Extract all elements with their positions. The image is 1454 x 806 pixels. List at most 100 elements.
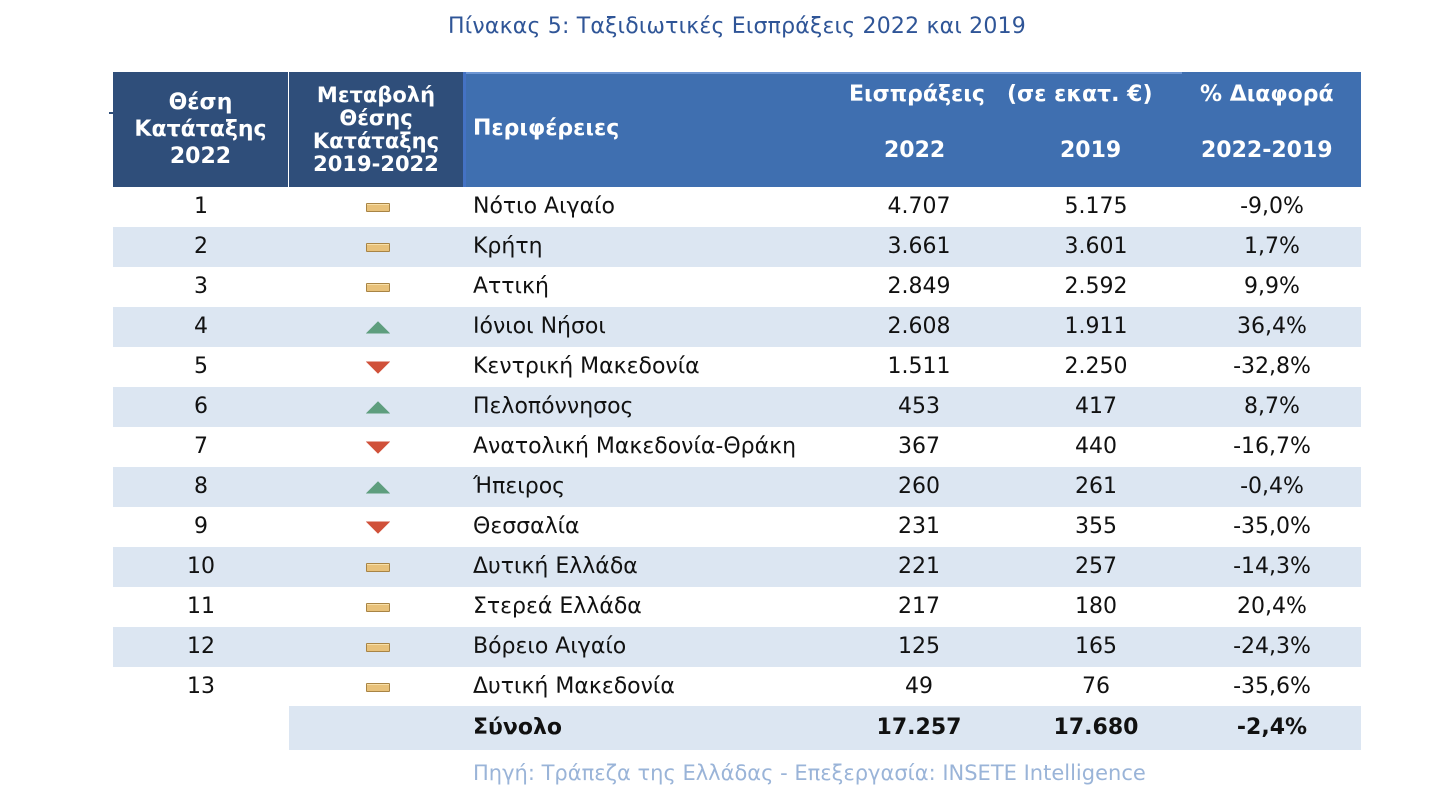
table-row: 7 Ανατολική Μακεδονία-Θράκη 367 440 -16,7%	[113, 427, 1361, 467]
diff-cell: -9,0%	[1240, 194, 1304, 219]
table-row: 4 Ιόνιοι Νήσοι 2.608 1.911 36,4%	[113, 307, 1361, 347]
triangle-down-icon	[365, 361, 390, 374]
rank-change-cell	[289, 187, 466, 227]
value-2022-cell: 2.849	[887, 274, 951, 299]
diff-cell: -14,3%	[1233, 554, 1311, 579]
table-row: 12 Βόρειο Αιγαίο 125 165 -24,3%	[113, 627, 1361, 667]
value-2022-cell: 1.511	[887, 354, 951, 379]
rank-cell: 10	[187, 554, 215, 579]
rank-change-cell	[289, 267, 466, 307]
value-2022-cell: 217	[898, 594, 940, 619]
header-top-border	[466, 72, 1182, 74]
rank-change-cell	[289, 587, 466, 627]
rank-change-cell	[289, 627, 466, 667]
rank-change-cell	[289, 347, 466, 387]
diff-cell: 20,4%	[1237, 594, 1307, 619]
region-cell: Αττική	[473, 274, 549, 299]
table-title: Πίνακας 5: Ταξιδιωτικές Εισπράξεις 2022 …	[448, 14, 1026, 39]
rank-cell: 8	[194, 474, 208, 499]
triangle-up-icon	[365, 320, 390, 334]
header-change-line4: 2019-2022	[313, 151, 439, 176]
unchanged-bar-icon	[365, 562, 390, 572]
rank-change-cell	[289, 507, 466, 547]
diff-cell: -35,6%	[1233, 674, 1311, 699]
rank-cell: 6	[194, 394, 208, 419]
unchanged-bar-icon	[365, 642, 390, 652]
region-cell: Κρήτη	[473, 234, 543, 259]
table-row: 6 Πελοπόννησος 453 417 8,7%	[113, 387, 1361, 427]
triangle-up-icon	[365, 400, 390, 414]
region-cell: Ήπειρος	[473, 474, 566, 499]
region-cell: Πελοπόννησος	[473, 394, 634, 419]
rank-change-cell	[289, 427, 466, 467]
value-2019-cell: 257	[1075, 554, 1117, 579]
header-change-line3: Κατάταξης	[312, 128, 440, 153]
header-rank-line1: Θέση	[168, 90, 233, 115]
total-value-2022: 17.257	[876, 715, 962, 740]
value-2022-cell: 221	[898, 554, 940, 579]
rank-cell: 5	[194, 354, 208, 379]
total-label: Σύνολο	[473, 715, 563, 740]
region-cell: Θεσσαλία	[473, 514, 580, 539]
table-row: 11 Στερεά Ελλάδα 217 180 20,4%	[113, 587, 1361, 627]
header-tick-mark	[109, 112, 113, 114]
rank-change-cell	[289, 307, 466, 347]
value-2022-cell: 125	[898, 634, 940, 659]
table-row: 5 Κεντρική Μακεδονία 1.511 2.250 -32,8%	[113, 347, 1361, 387]
unchanged-bar-icon	[365, 602, 390, 612]
header-receipts: Εισπράξεις	[849, 82, 985, 107]
diff-cell: -35,0%	[1233, 514, 1311, 539]
diff-cell: -24,3%	[1233, 634, 1311, 659]
rank-cell: 11	[187, 594, 215, 619]
unchanged-bar-icon	[365, 682, 390, 692]
rank-cell: 4	[194, 314, 208, 339]
unchanged-bar-icon	[365, 202, 390, 212]
table-row: 8 Ήπειρος 260 261 -0,4%	[113, 467, 1361, 507]
value-2019-cell: 165	[1075, 634, 1117, 659]
header-main: Περιφέρειες Εισπράξεις (σε εκατ. €) % Δι…	[466, 72, 1361, 187]
value-2022-cell: 4.707	[887, 194, 951, 219]
triangle-down-icon	[365, 441, 390, 454]
header-regions: Περιφέρειες	[473, 116, 620, 141]
total-value-2019: 17.680	[1053, 715, 1139, 740]
value-2019-cell: 440	[1075, 434, 1117, 459]
value-2022-cell: 367	[898, 434, 940, 459]
source-note: Πηγή: Τράπεζα της Ελλάδας - Επεξεργασία:…	[473, 761, 1146, 785]
region-cell: Βόρειο Αιγαίο	[473, 634, 627, 659]
value-2022-cell: 2.608	[887, 314, 951, 339]
region-cell: Στερεά Ελλάδα	[473, 594, 642, 619]
table-row: 10 Δυτική Ελλάδα 221 257 -14,3%	[113, 547, 1361, 587]
region-cell: Νότιο Αιγαίο	[473, 194, 615, 219]
rank-change-cell	[289, 547, 466, 587]
diff-cell: 8,7%	[1244, 394, 1300, 419]
diff-cell: 36,4%	[1237, 314, 1307, 339]
rank-cell: 13	[187, 674, 215, 699]
table-row: 2 Κρήτη 3.661 3.601 1,7%	[113, 227, 1361, 267]
total-diff: -2,4%	[1236, 715, 1308, 740]
value-2019-cell: 5.175	[1064, 194, 1128, 219]
value-2019-cell: 180	[1075, 594, 1117, 619]
table-row: 3 Αττική 2.849 2.592 9,9%	[113, 267, 1361, 307]
value-2019-cell: 1.911	[1064, 314, 1128, 339]
diff-cell: -16,7%	[1233, 434, 1311, 459]
table-row: 13 Δυτική Μακεδονία 49 76 -35,6%	[113, 667, 1361, 707]
value-2019-cell: 2.592	[1064, 274, 1128, 299]
value-2019-cell: 2.250	[1064, 354, 1128, 379]
rank-cell: 7	[194, 434, 208, 459]
value-2019-cell: 3.601	[1064, 234, 1128, 259]
rank-change-cell	[289, 227, 466, 267]
value-2022-cell: 453	[898, 394, 940, 419]
diff-cell: -0,4%	[1240, 474, 1304, 499]
unchanged-bar-icon	[365, 242, 390, 252]
header-rank-line2: Κατάταξης	[134, 117, 267, 142]
header-year-2019: 2019	[1060, 138, 1122, 163]
header-unit: (σε εκατ. €)	[1007, 82, 1153, 107]
region-cell: Δυτική Μακεδονία	[473, 674, 675, 699]
triangle-down-icon	[365, 521, 390, 534]
value-2022-cell: 260	[898, 474, 940, 499]
total-row: Σύνολο 17.257 17.680 -2,4%	[289, 706, 1361, 750]
value-2022-cell: 3.661	[887, 234, 951, 259]
value-2022-cell: 231	[898, 514, 940, 539]
header-diff-period: 2022-2019	[1201, 138, 1333, 163]
table-row: 9 Θεσσαλία 231 355 -35,0%	[113, 507, 1361, 547]
